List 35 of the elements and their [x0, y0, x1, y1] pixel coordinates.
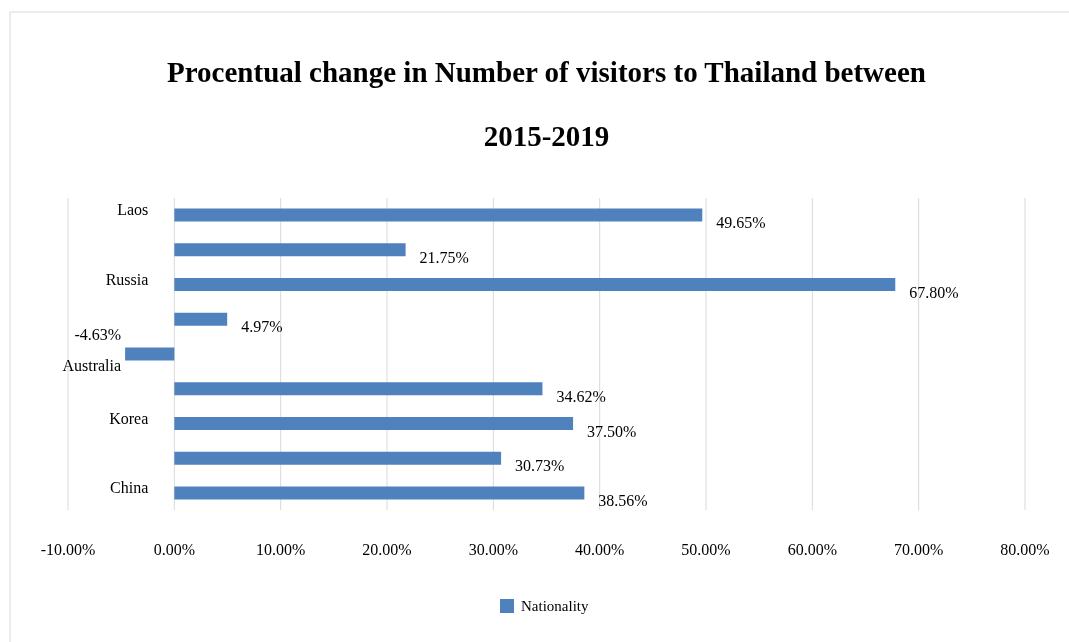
x-tick-label: 40.00% [575, 541, 625, 558]
y-tick-label: China [110, 479, 149, 496]
chart-title: Procentual change in Number of visitors to Thailand between 2015-2019 [167, 56, 926, 152]
x-tick-label: 10.00% [256, 541, 306, 558]
bar [174, 278, 896, 291]
data-label: 30.73% [515, 457, 565, 475]
data-label: 4.97% [241, 318, 283, 336]
data-label: 38.56% [598, 492, 648, 509]
bar [174, 208, 703, 222]
bar [174, 451, 502, 465]
bar [174, 382, 543, 396]
y-tick-label: Russia [105, 270, 149, 288]
x-tick-label: 60.00% [787, 541, 837, 558]
data-label: 49.65% [716, 214, 766, 231]
bar [174, 417, 574, 430]
data-label: 67.80% [909, 283, 959, 301]
y-tick-label: Australia [62, 357, 122, 375]
y-tick-label: Korea [109, 409, 149, 427]
bar [174, 243, 406, 257]
data-label: -4.63% [74, 326, 122, 343]
legend-label: Nationality [521, 598, 589, 614]
x-tick-label: 30.00% [468, 541, 518, 558]
bar [125, 347, 175, 361]
bar [174, 486, 585, 500]
x-tick-label: -10.00% [40, 541, 96, 558]
data-label: 37.50% [587, 422, 637, 440]
data-label: 34.62% [556, 387, 606, 405]
x-tick-label: 70.00% [894, 541, 944, 558]
x-tick-label: 80.00% [1000, 541, 1050, 558]
x-tick-label: 50.00% [681, 541, 731, 558]
bar [174, 312, 228, 326]
y-tick-label: Laos [117, 201, 149, 218]
x-tick-label: 20.00% [362, 541, 412, 558]
x-tick-label: 0.00% [153, 541, 195, 558]
data-label: 21.75% [419, 248, 469, 266]
